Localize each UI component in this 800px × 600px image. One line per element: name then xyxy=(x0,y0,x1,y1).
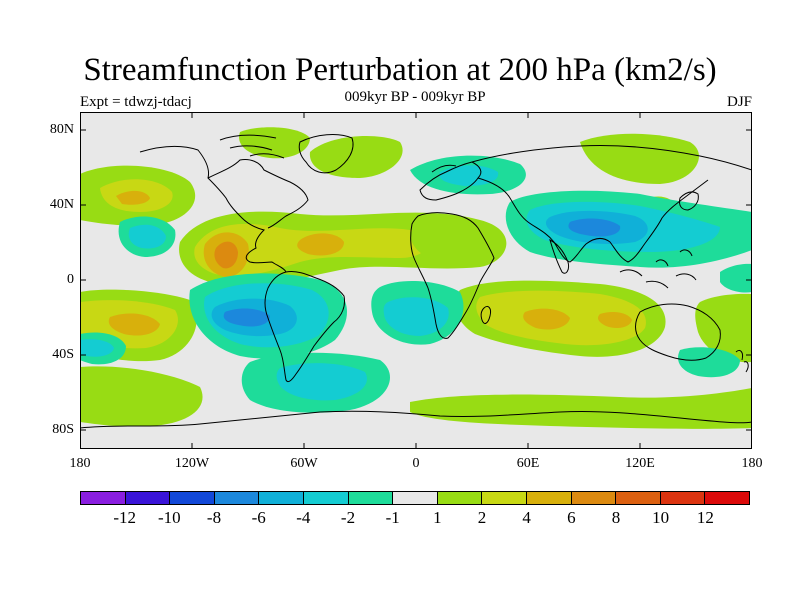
colorbar-box xyxy=(303,492,349,504)
colorbar-box xyxy=(482,492,527,504)
coast-india xyxy=(549,239,569,274)
lon-label-120w: 120W xyxy=(174,456,210,471)
colorbar-box xyxy=(526,492,572,504)
indian-ocean-orange-2 xyxy=(598,312,632,328)
axis-ticks xyxy=(80,112,752,449)
colorbar-box xyxy=(125,492,171,504)
colorbar-label: -1 xyxy=(385,508,400,527)
colorbar xyxy=(80,491,750,505)
colorbar-box xyxy=(259,492,304,504)
south-pacific-orange xyxy=(108,313,160,336)
colorbar-box xyxy=(393,492,438,504)
colorbar-label: -6 xyxy=(251,508,266,527)
colorbar-box xyxy=(616,492,661,504)
coast-arctic-islands xyxy=(219,134,285,159)
contour-map xyxy=(80,112,752,449)
asia-negative-core xyxy=(568,218,621,237)
lon-label-0: 0 xyxy=(412,456,420,471)
lat-label-40s: 40S xyxy=(52,347,74,362)
experiment-label: Expt = tdwzj-tdacj xyxy=(80,94,192,110)
lat-label-80n: 80N xyxy=(49,122,74,137)
colorbar-label: -12 xyxy=(113,508,136,527)
colorbar-label: 10 xyxy=(652,508,670,527)
lon-label-180e: 180 xyxy=(741,456,763,471)
southern-atlantic-negative-cyan xyxy=(276,363,367,401)
colorbar-label: -2 xyxy=(340,508,356,527)
mid-atlantic-orange xyxy=(297,233,344,256)
positive-anomaly-regions xyxy=(80,127,752,429)
east-pacific-negative-south xyxy=(720,263,752,293)
plot-title: Streamfunction Perturbation at 200 hPa (… xyxy=(83,52,717,88)
tasman-negative xyxy=(678,347,740,378)
lon-label-120e: 120E xyxy=(625,456,655,471)
coast-southeast-asia-islands xyxy=(619,249,697,289)
southern-indian-positive xyxy=(410,388,752,429)
colorbar-label: -8 xyxy=(206,508,222,527)
colorbar-label: 4 xyxy=(522,508,531,527)
colorbar-box xyxy=(705,492,749,504)
coast-australia xyxy=(635,303,721,361)
colorbar-box xyxy=(81,492,126,504)
colorbar-box xyxy=(214,492,260,504)
colorbar-label: 1 xyxy=(433,508,442,527)
colorbar-box xyxy=(660,492,706,504)
colorbar-label: -4 xyxy=(296,508,311,527)
coast-asia xyxy=(471,144,752,263)
lat-label-0: 0 xyxy=(67,272,74,287)
coast-north-america xyxy=(139,145,309,273)
colorbar-label: 6 xyxy=(567,508,576,527)
north-pacific-positive-inner xyxy=(116,190,150,205)
arabia-positive xyxy=(410,223,494,264)
lat-label-40n: 40N xyxy=(49,197,74,212)
arctic-atlantic-positive xyxy=(309,136,403,178)
coastlines xyxy=(80,134,752,429)
season-label: DJF xyxy=(726,94,752,110)
east-pacific-positive xyxy=(695,293,752,363)
colorbar-label: 8 xyxy=(611,508,621,527)
colorbar-box xyxy=(170,492,215,504)
coast-greenland xyxy=(298,134,354,174)
northeast-asia-positive xyxy=(580,133,699,184)
map-panel xyxy=(80,112,752,449)
negative-anomaly-regions xyxy=(80,155,752,413)
colorbar-box xyxy=(348,492,394,504)
coast-africa xyxy=(410,212,495,339)
colorbar-box xyxy=(571,492,617,504)
south-america-negative-core xyxy=(223,308,270,327)
colorbar-label: 12 xyxy=(696,508,714,527)
coast-japan xyxy=(679,191,699,211)
coast-new-zealand xyxy=(735,349,749,373)
coast-madagascar xyxy=(480,305,491,324)
lon-label-60e: 60E xyxy=(516,456,540,471)
indian-ocean-orange xyxy=(523,308,570,330)
colorbar-box xyxy=(437,492,483,504)
lon-label-180w: 180 xyxy=(69,456,91,471)
north-atlantic-negative-cyan xyxy=(439,165,499,186)
coast-antarctica xyxy=(80,410,752,429)
colorbar-label: 2 xyxy=(477,508,487,527)
south-pacific-negative-cyan xyxy=(80,339,114,357)
lon-label-60w: 60W xyxy=(290,456,318,471)
coast-south-america xyxy=(264,271,345,383)
plot-subtitle: 009kyr BP - 009kyr BP xyxy=(344,89,486,105)
lat-label-80s: 80S xyxy=(52,422,74,437)
colorbar-label: -10 xyxy=(157,508,181,527)
central-america-deep-orange xyxy=(214,241,238,269)
east-pacific-negative-cyan xyxy=(128,224,166,249)
southern-ocean-positive xyxy=(80,366,203,427)
